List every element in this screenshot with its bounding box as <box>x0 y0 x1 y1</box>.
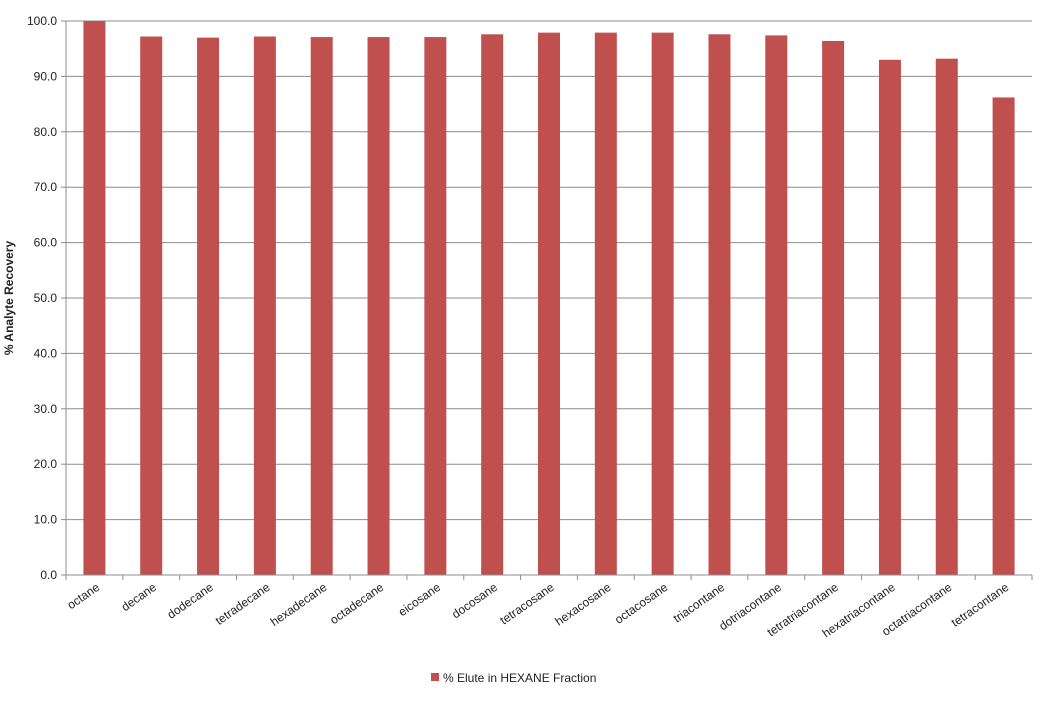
y-tick-label: 60.0 <box>34 236 58 250</box>
x-tick-label: decane <box>119 580 160 614</box>
x-tick-label: triacontane <box>671 580 728 626</box>
legend-label: % Elute in HEXANE Fraction <box>443 671 596 685</box>
y-tick-labels: 0.0 10.0 20.0 30.0 40.0 50.0 60.0 70.0 80.0 90.0 1… <box>27 14 57 582</box>
y-tick-label: 100.0 <box>27 14 57 28</box>
bar-eicosane <box>424 37 447 576</box>
bar-triacontane <box>708 34 731 575</box>
y-tick-label: 50.0 <box>34 291 58 305</box>
x-tick-label: hexacosane <box>552 580 613 629</box>
y-tick-label: 70.0 <box>34 180 58 194</box>
bar-dotriacontane <box>765 35 788 576</box>
y-axis-title: % Analyte Recovery <box>2 241 16 356</box>
bar-hexadecane <box>310 37 333 576</box>
x-tick-label: tetracontane <box>949 580 1012 630</box>
bar-dodecane <box>197 37 220 576</box>
bar-octadecane <box>367 37 390 576</box>
y-tick-label: 80.0 <box>34 125 58 139</box>
bar-docosane <box>481 34 504 575</box>
x-tick-label: tetradecane <box>213 580 273 628</box>
bar-tetracosane <box>538 32 560 576</box>
x-tick-label: hexadecane <box>268 580 330 629</box>
y-tick-label: 30.0 <box>34 402 58 416</box>
bar-hexacosane <box>594 32 617 576</box>
bar-tetracontane <box>992 97 1015 576</box>
bar-hexatriacontane <box>878 59 901 575</box>
bar-octacosane <box>651 32 674 576</box>
bar-tetradecane <box>253 36 276 575</box>
x-tick-label: dodecane <box>165 580 216 622</box>
bar-decane <box>140 36 163 575</box>
legend: % Elute in HEXANE Fraction <box>431 671 596 685</box>
axes <box>65 21 1032 576</box>
x-tick-label: docosane <box>449 580 500 622</box>
x-tick-label: octadecane <box>327 580 386 627</box>
bar-octane <box>83 21 106 575</box>
bars <box>83 21 1015 576</box>
y-tick-label: 40.0 <box>34 346 58 360</box>
y-tick-label: 20.0 <box>34 457 58 471</box>
y-tick-label: 90.0 <box>34 69 58 83</box>
bar-tetratriacontane <box>822 40 845 576</box>
x-tick-labels: octane decane dodecanetetradecanehexadecan… <box>65 580 1012 641</box>
x-tick-label: octane <box>65 580 103 612</box>
x-tick-label: octacosane <box>612 580 671 627</box>
y-tick-label: 10.0 <box>34 513 58 527</box>
x-tick-label: tetracosane <box>497 580 557 628</box>
legend-swatch <box>431 673 439 681</box>
y-tick-label: 0.0 <box>40 568 57 582</box>
bar-octatriacontane <box>935 58 958 576</box>
x-tick-label: eicosane <box>396 580 444 619</box>
